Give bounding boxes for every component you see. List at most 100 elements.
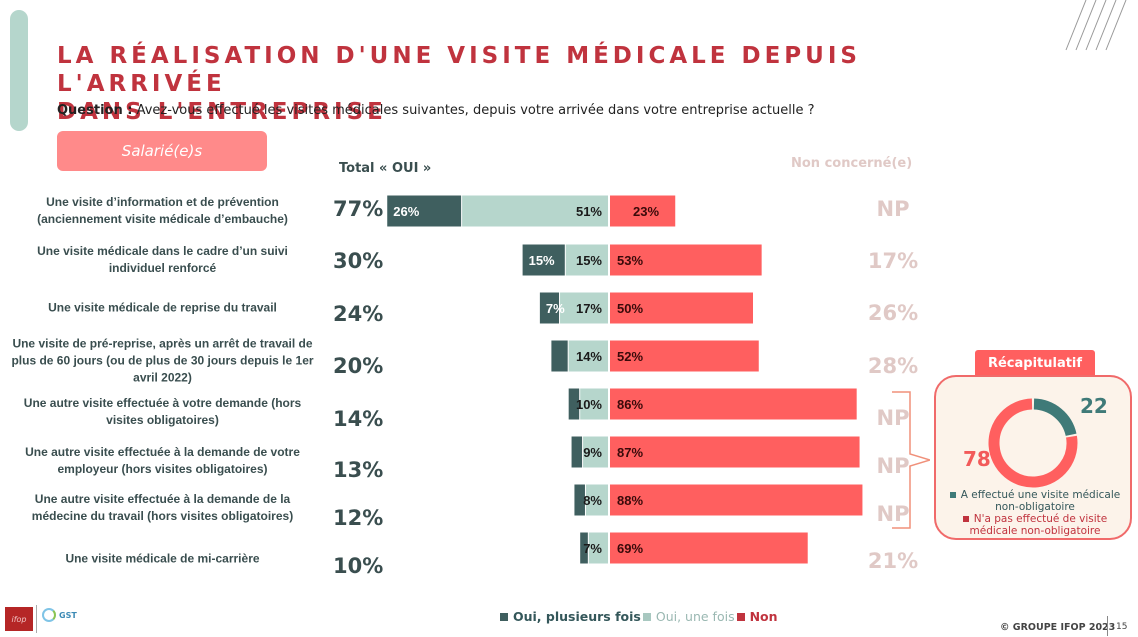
bar-label-non: 69%: [617, 541, 643, 556]
legend-label: Oui, plusieurs fois: [513, 609, 641, 624]
recap-donut-chart: [988, 398, 1078, 488]
non-concerne-header: Non concerné(e): [791, 156, 913, 171]
bar-label-non: 52%: [617, 349, 643, 364]
bracket-icon: [892, 391, 930, 529]
bar-oui-plusieurs: [551, 340, 568, 372]
row-label: Une autre visite effectuée à la demande …: [31, 492, 294, 523]
bar-oui-plusieurs: [539, 292, 560, 324]
bar-non: [610, 340, 759, 372]
bar-label-oui-une: 10%: [576, 397, 602, 412]
row-label: Une autre visite effectuée à la demande …: [25, 445, 300, 476]
row-non-concerne: 21%: [867, 549, 919, 573]
legend-square-icon: [500, 612, 508, 621]
bar-non: [610, 244, 762, 276]
bar-oui-plusieurs: [571, 436, 583, 468]
bar-non: [610, 484, 863, 516]
bar-oui-plusieurs: [580, 532, 588, 564]
row-non-concerne: NP: [876, 454, 910, 478]
legend-label: Non: [749, 609, 778, 624]
legend-label: Oui, une fois: [655, 609, 735, 624]
bar-label-oui-plusieurs: 7%: [546, 301, 565, 316]
donut-label-yes: 22: [1080, 394, 1108, 418]
footer-divider: [1107, 616, 1108, 636]
row-non-concerne: NP: [876, 197, 910, 221]
legend-item-non: Non: [736, 609, 778, 624]
logo-divider: [36, 605, 37, 633]
bar-oui-une: [560, 292, 608, 324]
row-total-oui: 10%: [333, 554, 384, 578]
title-line-1: LA RÉALISATION D'UNE VISITE MÉDICALE DEP…: [57, 43, 861, 97]
bar-label-non: 87%: [617, 445, 643, 460]
decorative-lines: [1065, 0, 1127, 51]
bar-label-non: 53%: [617, 253, 643, 268]
bar-oui-une: [585, 484, 608, 516]
row-non-concerne: NP: [876, 502, 910, 526]
row-non-concerne: NP: [876, 406, 910, 430]
bar-label-oui-plusieurs: 15%: [529, 253, 555, 268]
donut-slice-yes: [1033, 398, 1077, 437]
bar-label-non: 88%: [617, 493, 643, 508]
recap-box: [934, 375, 1132, 540]
copyright: © GROUPE IFOP 2023: [1000, 622, 1116, 633]
bar-non: [610, 436, 860, 468]
bar-non: [610, 388, 857, 420]
row-total-oui: 13%: [333, 458, 384, 482]
gst-logo: GST: [42, 608, 77, 622]
bar-oui-plusieurs: [387, 195, 462, 227]
bar-label-oui-plusieurs: 26%: [393, 204, 419, 219]
row-label: Une visite médicale de mi-carrière: [65, 551, 260, 566]
bar-label-non: 23%: [633, 204, 659, 219]
bar-label-oui-une: 9%: [583, 445, 602, 460]
bar-label-oui-une: 14%: [576, 349, 602, 364]
question: Question : Avez-vous effectué les visite…: [57, 103, 815, 118]
legend-item-oui-plusieurs: Oui, plusieurs fois: [500, 609, 641, 624]
legend-square-icon: [642, 612, 651, 621]
recap-tab: Récapitulatif: [975, 350, 1095, 376]
recap-legend: A effectué une visite médicale non-oblig…: [942, 489, 1128, 537]
bar-label-oui-une: 8%: [583, 493, 602, 508]
row-total-oui: 77%: [333, 197, 384, 221]
row-total-oui: 20%: [333, 354, 384, 378]
row-non-concerne: 17%: [867, 249, 919, 273]
recap-legend-no-text: N'a pas effectué de visite médicale non-…: [969, 513, 1108, 537]
row-label: Une visite médicale de reprise du travai…: [48, 300, 277, 315]
bar-label-oui-une: 17%: [576, 301, 602, 316]
bar-label-oui-une: 7%: [583, 541, 602, 556]
bar-label-oui-une: 51%: [576, 204, 602, 219]
row-label: Une visite d’information et de préventio…: [37, 195, 288, 226]
question-label: Question :: [57, 103, 133, 118]
legend-square-icon: [736, 612, 745, 621]
bar-oui-une: [580, 388, 608, 420]
gst-logo-icon: [42, 608, 56, 622]
row-non-concerne: 26%: [867, 301, 919, 325]
bar-label-oui-une: 15%: [576, 253, 602, 268]
bar-oui-une: [462, 195, 608, 227]
title-line-2: DANS L'ENTREPRISE: [57, 99, 387, 125]
chart-legend: Oui, plusieurs fois Oui, une fois Non: [500, 609, 780, 624]
bar-oui-une: [565, 244, 608, 276]
bar-oui-plusieurs: [568, 388, 580, 420]
row-total-oui: 30%: [333, 249, 384, 273]
bar-non: [610, 532, 808, 564]
row-label: Une visite médicale dans le cadre d’un s…: [37, 244, 288, 275]
row-total-oui: 24%: [333, 302, 384, 326]
recap-legend-yes-text: A effectué une visite médicale non-oblig…: [960, 489, 1121, 513]
accent-bar: [10, 10, 28, 131]
page-title: LA RÉALISATION D'UNE VISITE MÉDICALE DEP…: [57, 42, 957, 126]
recap-legend-no: N'a pas effectué de visite médicale non-…: [942, 513, 1128, 537]
question-text: Avez-vous effectué les visites médicales…: [132, 103, 815, 118]
bar-non: [610, 292, 753, 324]
gst-logo-text: GST: [59, 610, 77, 620]
bar-oui-plusieurs: [574, 484, 585, 516]
page-number: 15: [1116, 622, 1128, 632]
legend-square-icon: [962, 516, 969, 522]
bar-oui-plusieurs: [522, 244, 565, 276]
row-total-oui: 12%: [333, 506, 384, 530]
row-label: Une visite de pré-reprise, après un arrê…: [11, 336, 314, 385]
legend-item-oui-une: Oui, une fois: [642, 609, 735, 624]
total-oui-header: Total « OUI »: [339, 161, 432, 176]
ifop-logo: ifop: [5, 607, 33, 631]
bar-non: [610, 195, 676, 227]
bar-oui-une: [583, 436, 608, 468]
